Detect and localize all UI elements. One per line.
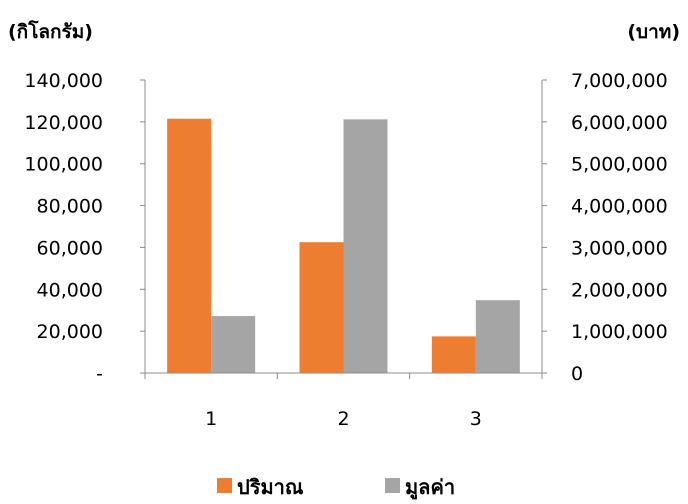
bar-quantity-3 bbox=[431, 336, 476, 373]
y-right-axis-label: (บาท) bbox=[627, 21, 680, 43]
y-right-tick-label: 2,000,000 bbox=[571, 279, 668, 301]
legend-label: มูลค่า bbox=[405, 475, 455, 501]
legend-swatch bbox=[385, 478, 400, 493]
y-left-tick-label: 120,000 bbox=[24, 112, 103, 134]
y-right-tick-label: 3,000,000 bbox=[571, 237, 668, 259]
bar-quantity-2 bbox=[299, 242, 344, 373]
y-left-tick-label: 60,000 bbox=[37, 237, 103, 259]
y-left-axis-label: (กิโลกรัม) bbox=[8, 20, 93, 43]
y-right-tick-label: 6,000,000 bbox=[571, 112, 668, 134]
bar-value-2 bbox=[343, 119, 388, 374]
y-left-tick-label: 100,000 bbox=[24, 154, 103, 176]
bar-value-3 bbox=[475, 300, 520, 373]
y-right-tick-label: 4,000,000 bbox=[571, 196, 668, 218]
y-right-tick-label: 7,000,000 bbox=[571, 70, 668, 92]
y-right-tick-label: 1,000,000 bbox=[571, 321, 668, 343]
y-left-tick-label: 140,000 bbox=[24, 70, 103, 92]
x-tick-label: 2 bbox=[337, 408, 349, 430]
bar-quantity-1 bbox=[167, 118, 212, 373]
y-left-tick-label: - bbox=[96, 363, 103, 385]
y-left-tick-label: 20,000 bbox=[37, 321, 103, 343]
legend-label: ปริมาณ bbox=[237, 475, 304, 499]
y-right-tick-label: 5,000,000 bbox=[571, 154, 668, 176]
x-tick-label: 1 bbox=[205, 408, 217, 430]
x-tick-label: 3 bbox=[470, 408, 482, 430]
bar-value-1 bbox=[211, 316, 256, 373]
y-left-tick-label: 40,000 bbox=[37, 279, 103, 301]
y-right-tick-label: 0 bbox=[571, 363, 583, 385]
legend-swatch bbox=[217, 478, 232, 493]
y-left-tick-label: 80,000 bbox=[37, 196, 103, 218]
